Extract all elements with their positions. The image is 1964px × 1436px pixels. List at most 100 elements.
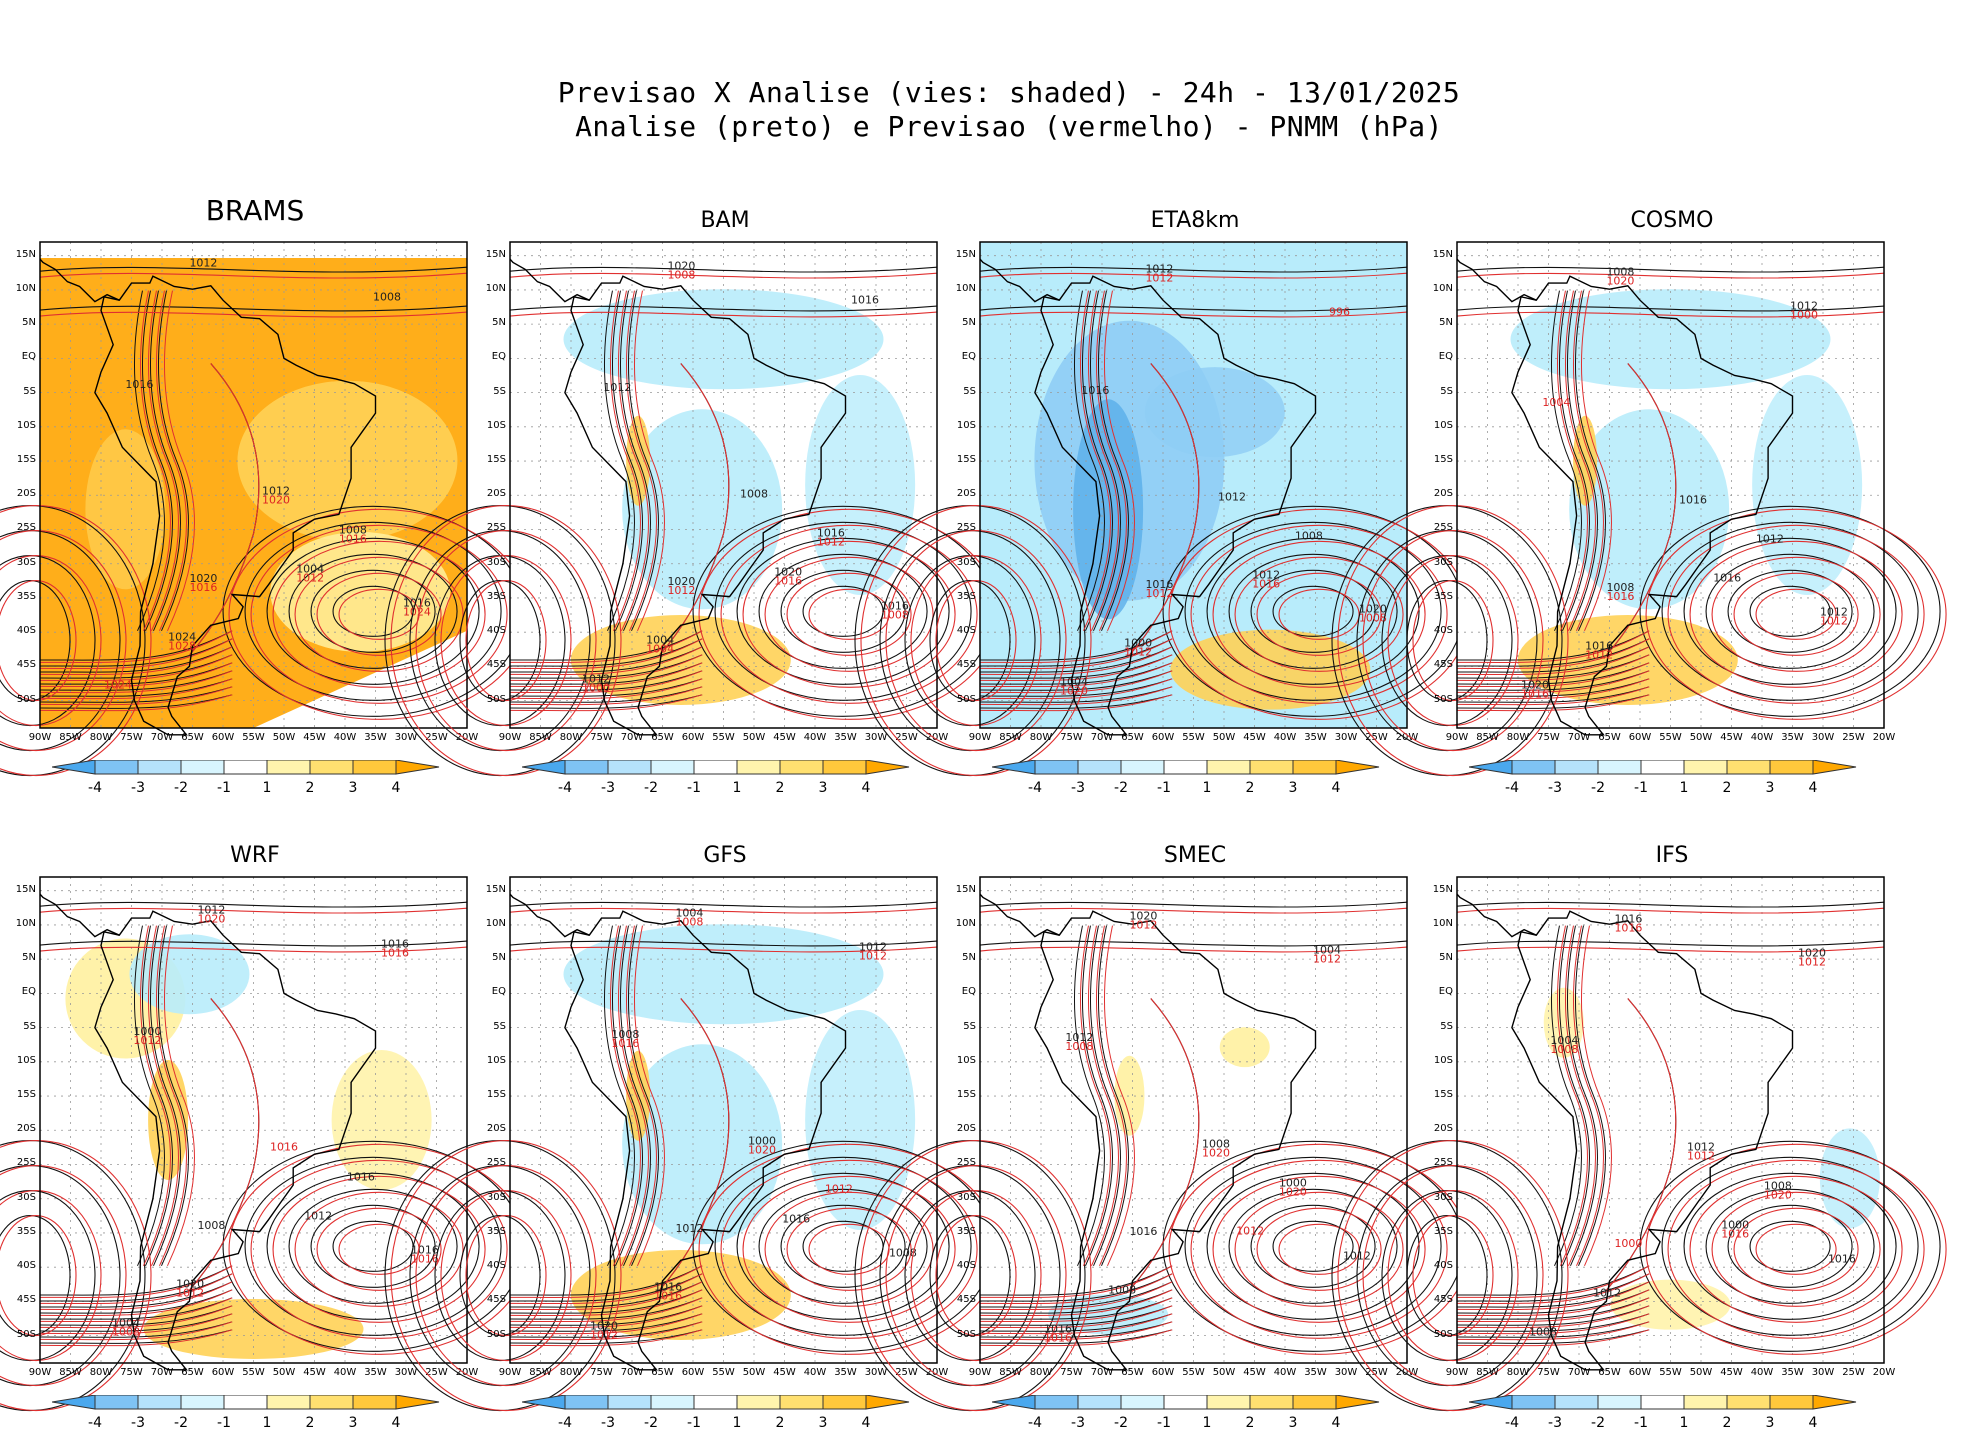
colorbar-segment [865, 1395, 910, 1410]
colorbar-tick-label: 3 [349, 1415, 358, 1431]
analysis-isobar-label: 1016 [347, 1171, 375, 1184]
lat-tick-label: 25S [16, 522, 36, 534]
colorbar-tick-label: -1 [687, 1415, 701, 1431]
forecast-isobar-label: 1016 [654, 1290, 682, 1303]
lat-tick-label: 15N [15, 883, 36, 895]
coastline-central-america [979, 258, 1060, 303]
lat-tick-label: 10N [15, 282, 36, 294]
lat-tick-label: 50S [1433, 693, 1453, 705]
analysis-isobar-label: 1016 [125, 378, 153, 391]
forecast-isobar-label: 1016 [189, 581, 217, 594]
forecast-isobar-label: 1004 [646, 643, 674, 656]
analysis-isobar-label: 1008 [1606, 581, 1634, 594]
lon-tick-label: 35W [1304, 732, 1327, 743]
analysis-isobar-label: 1020 [667, 575, 695, 588]
lat-tick-label: 30S [486, 1191, 506, 1203]
analysis-isobar-label: 1004 [1060, 675, 1088, 688]
lon-tick-label: 50W [272, 732, 296, 743]
forecast-isobar-label: 1016 [1521, 687, 1549, 700]
lon-tick-label: 40W [803, 732, 827, 743]
colorbar-segment [1077, 760, 1122, 775]
analysis-isobar-label: 1012 [1145, 262, 1173, 275]
colorbar-segment [52, 760, 96, 775]
lat-tick-label: 20S [956, 1123, 976, 1135]
lat-tick-label: 5S [963, 385, 976, 397]
forecast-isobar-label: 1016 [339, 533, 367, 546]
forecast-isobar-label: 1012 [825, 1183, 853, 1196]
colorbar-segment [1163, 1395, 1208, 1410]
colorbar-tick-label: 1 [733, 1415, 742, 1431]
colorbar-segment [822, 760, 867, 775]
analysis-isobar-label: 1016 [817, 527, 845, 540]
lon-tick-label: 40W [1750, 1367, 1774, 1378]
colorbar-tick-label: 2 [1246, 1415, 1255, 1431]
lon-tick-label: 25W [895, 1367, 918, 1378]
colorbar-tick-label: -3 [1071, 1415, 1085, 1431]
colorbar-tick-label: -4 [1505, 780, 1519, 796]
analysis-isobar-label: 1016 [381, 937, 409, 950]
forecast-isobar-label: 1008 [1550, 1043, 1578, 1056]
colorbar-tick-label: 1 [263, 780, 272, 796]
colorbar-segment [266, 760, 311, 775]
lat-tick-label: 50S [1433, 1328, 1453, 1340]
lon-tick-label: 20W [455, 1367, 479, 1378]
colorbar-tick-label: 4 [862, 1415, 871, 1431]
lat-tick-label: 40S [1433, 625, 1453, 637]
colorbar-segment [564, 1395, 609, 1410]
lon-tick-label: 50W [1689, 732, 1713, 743]
lat-tick-label: 5S [493, 385, 506, 397]
lon-tick-label: 70W [150, 1367, 174, 1378]
colorbar-tick-label: -1 [217, 780, 231, 796]
colorbar-tick-label: -3 [601, 1415, 615, 1431]
analysis-isobar-label: 1016 [1585, 640, 1613, 653]
colorbar: -4 -3 -2 -1 1 2 3 4 [52, 1395, 440, 1431]
lon-tick-label: 85W [59, 732, 82, 743]
forecast-isobar-label: 1020 [262, 494, 290, 507]
forecast-isobar-label: 1020 [1764, 1189, 1792, 1202]
lon-tick-label: 80W [89, 1367, 113, 1378]
lat-tick-label: 20S [16, 1123, 36, 1135]
forecast-isobar-label: 1024 [104, 678, 132, 691]
colorbar-segment [1640, 1395, 1685, 1410]
lon-tick-label: 55W [712, 1367, 735, 1378]
lon-tick-label: 50W [742, 732, 766, 743]
lon-tick-label: 90W [1445, 1367, 1469, 1378]
coastline [1034, 275, 1317, 736]
lon-tick-label: 50W [1212, 1367, 1236, 1378]
analysis-isobar-label: 1012 [1820, 606, 1848, 619]
colorbar-segment [94, 1395, 139, 1410]
lon-tick-label: 25W [425, 732, 448, 743]
forecast-isobar-label: 996 [1329, 305, 1350, 318]
colorbar-tick-label: 4 [1332, 780, 1341, 796]
colorbar-segment [1034, 760, 1079, 775]
analysis-isobar-label: 1004 [112, 1316, 140, 1329]
lat-tick-label: 25S [956, 522, 976, 534]
analysis-isobar-label: 1004 [296, 562, 324, 575]
analysis-isobar-label: 1016 [1713, 571, 1741, 584]
lon-tick-label: 45W [773, 732, 796, 743]
forecast-isobar-label: 1012 [1129, 918, 1157, 931]
colorbar-tick-label: 1 [263, 1415, 272, 1431]
lon-tick-label: 85W [529, 1367, 552, 1378]
coastline-central-america [509, 258, 590, 303]
lon-tick-label: 75W [120, 732, 143, 743]
forecast-isobar-label: 1016 [611, 1037, 639, 1050]
lat-tick-label: 30S [16, 1191, 36, 1203]
colorbar-segment [1249, 760, 1294, 775]
lon-tick-label: 40W [1273, 1367, 1297, 1378]
lon-tick-label: 45W [303, 732, 326, 743]
lon-tick-label: 80W [89, 732, 113, 743]
analysis-isobar-label: 1008 [339, 524, 367, 537]
lat-tick-label: EQ [491, 986, 506, 998]
colorbar-tick-label: 3 [1766, 1415, 1775, 1431]
panel-title: IFS [1655, 843, 1689, 868]
colorbar-tick-label: -3 [1548, 1415, 1562, 1431]
lat-tick-label: 10S [16, 419, 36, 431]
colorbar-segment [309, 760, 354, 775]
coastline [1034, 910, 1317, 1371]
lon-tick-label: 30W [394, 732, 418, 743]
analysis-isobar-label: 1000 [1279, 1177, 1307, 1190]
lon-tick-label: 85W [999, 1367, 1022, 1378]
lat-tick-label: 5S [963, 1020, 976, 1032]
colorbar-segment [522, 760, 566, 775]
